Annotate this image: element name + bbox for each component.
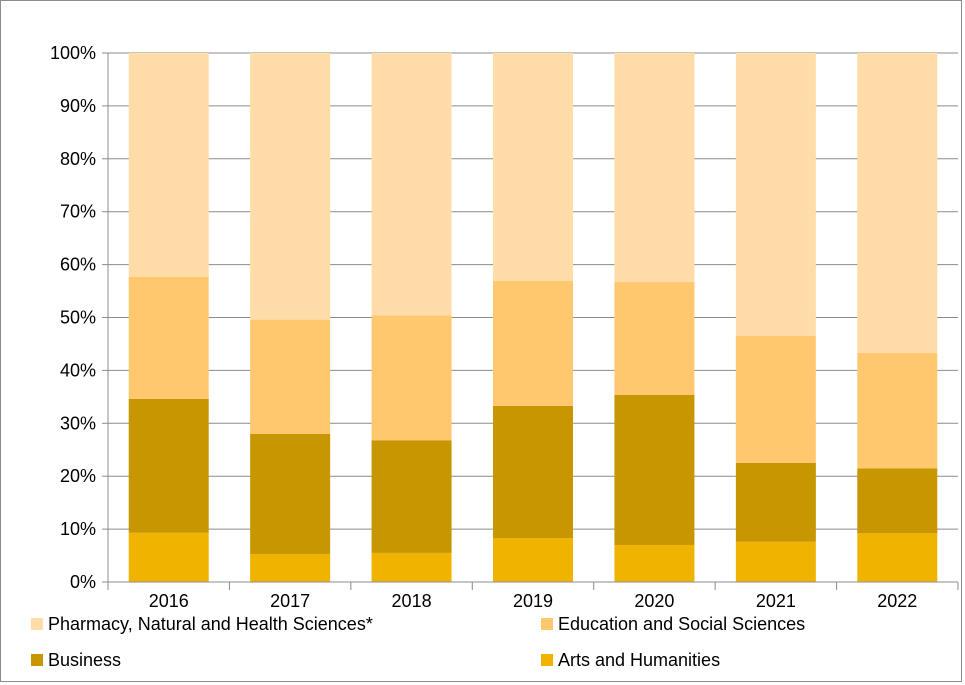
y-tick-label: 40% [60, 360, 96, 380]
legend: Pharmacy, Natural and Health Sciences* Ed… [31, 614, 805, 670]
legend-label: Arts and Humanities [558, 650, 720, 670]
bar-segment-pharmacy-natural-and-health-sciences [493, 53, 573, 281]
y-tick-label: 80% [60, 149, 96, 169]
bar-segment-pharmacy-natural-and-health-sciences [735, 53, 816, 337]
legend-swatch [31, 654, 43, 666]
bar-segment-business [493, 405, 573, 539]
axes: 0% 10% 20% 30% 40% 50% 60% 70% 80% 90% 100% 2016 201… [50, 43, 959, 611]
bar-segment-business [614, 394, 695, 545]
bar-segment-arts-and-humanities [735, 541, 816, 582]
bar-segment-pharmacy-natural-and-health-sciences [614, 53, 695, 283]
legend-swatch [541, 618, 553, 630]
bar-segment-education-and-social-sciences [371, 315, 452, 441]
bar-segment-education-and-social-sciences [493, 280, 573, 406]
bars [128, 53, 938, 582]
legend-swatch [541, 654, 553, 666]
bar-segment-pharmacy-natural-and-health-sciences [128, 53, 209, 277]
bar-segment-arts-and-humanities [614, 544, 695, 582]
bar-segment-education-and-social-sciences [250, 319, 331, 434]
bar-segment-education-and-social-sciences [735, 336, 816, 463]
y-tick-label: 100% [50, 43, 96, 63]
legend-label: Education and Social Sciences [558, 614, 805, 634]
bar-segment-arts-and-humanities [371, 552, 452, 582]
x-category-label: 2016 [149, 591, 189, 611]
bar-segment-arts-and-humanities [493, 538, 573, 582]
bar-segment-arts-and-humanities [128, 532, 209, 582]
bar-segment-education-and-social-sciences [128, 276, 209, 399]
x-category-label: 2019 [513, 591, 553, 611]
y-tick-label: 0% [70, 572, 96, 592]
y-tick-label: 90% [60, 96, 96, 116]
bar-segment-pharmacy-natural-and-health-sciences [250, 53, 331, 320]
x-category-label: 2020 [634, 591, 674, 611]
legend-label: Pharmacy, Natural and Health Sciences* [48, 614, 373, 634]
x-category-label: 2021 [756, 591, 796, 611]
bar-segment-pharmacy-natural-and-health-sciences [371, 53, 452, 316]
y-tick-label: 10% [60, 519, 96, 539]
y-tick-label: 60% [60, 255, 96, 275]
bar-segment-business [735, 462, 816, 542]
bar-segment-education-and-social-sciences [857, 352, 938, 469]
bar-segment-business [371, 440, 452, 553]
legend-label: Business [48, 650, 121, 670]
bar-segment-business [857, 468, 938, 534]
x-category-label: 2018 [392, 591, 432, 611]
y-tick-label: 20% [60, 466, 96, 486]
bar-segment-pharmacy-natural-and-health-sciences [857, 53, 938, 353]
x-category-label: 2017 [270, 591, 310, 611]
bar-segment-arts-and-humanities [857, 533, 938, 582]
y-tick-label: 30% [60, 413, 96, 433]
x-category-label: 2022 [877, 591, 917, 611]
legend-swatch [31, 618, 43, 630]
bar-segment-business [250, 433, 331, 554]
y-tick-label: 70% [60, 202, 96, 222]
bar-segment-business [128, 398, 209, 533]
bar-segment-education-and-social-sciences [614, 282, 695, 395]
bar-segment-arts-and-humanities [250, 553, 331, 582]
y-tick-label: 50% [60, 308, 96, 328]
